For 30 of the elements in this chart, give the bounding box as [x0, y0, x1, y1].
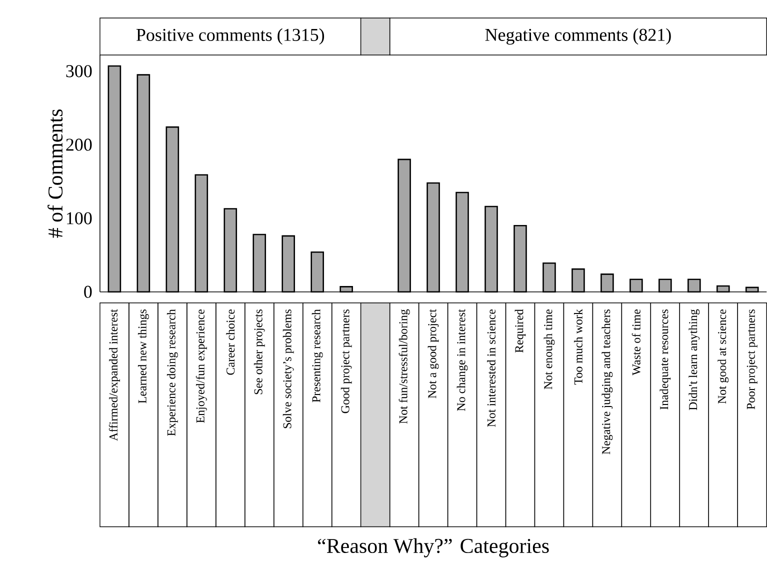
y-tick-label: 200 — [66, 138, 92, 151]
x-tick-label: Solve society’s problems — [282, 310, 294, 428]
y-tick-label: 100 — [67, 212, 92, 224]
x-tick-label: Waste of time — [632, 310, 640, 376]
x-tick-label: Not enough time — [544, 310, 555, 390]
x-tick-label: Too much work — [574, 309, 582, 385]
x-tick-label: Not fun/stressful/boring — [398, 309, 410, 424]
y-tick-label: 300 — [66, 65, 92, 78]
x-tick-label: Required — [514, 309, 526, 353]
x-tick-label: Good project partners — [340, 310, 352, 414]
x-tick-label: Learned new things — [138, 310, 149, 404]
text: Positive comments (1315) — [136, 28, 324, 45]
text: Negative comments (821) — [485, 28, 671, 45]
x-tick-label: Career choice — [226, 310, 235, 375]
y-axis-title: # of Comments — [48, 110, 63, 238]
x-tick-label: No change in interest — [456, 309, 468, 412]
x-tick-label: Inadequate resources — [660, 310, 671, 410]
x-tick-label: Not interested in science — [487, 310, 496, 428]
x-tick-label: Experience doing research — [166, 309, 178, 436]
x-tick-label: Presenting research — [312, 309, 323, 402]
x-tick-label: See other projects — [254, 310, 265, 394]
x-tick-label: Not a good project — [428, 309, 439, 398]
x-tick-label: Poor project partners — [746, 310, 758, 410]
x-tick-label: Not good at science — [718, 310, 729, 404]
x-tick-label: Enjoyed/fun experience — [196, 310, 207, 424]
x-tick-label: Affirmed/expanded interest — [108, 309, 120, 442]
x-axis-title: “Reason Why?” Categories — [318, 538, 549, 558]
x-tick-label: Didn't learn anything — [688, 309, 700, 410]
x-tick-label: Negative judging and teachers — [602, 310, 613, 454]
y-tick-label: 0 — [84, 286, 92, 298]
